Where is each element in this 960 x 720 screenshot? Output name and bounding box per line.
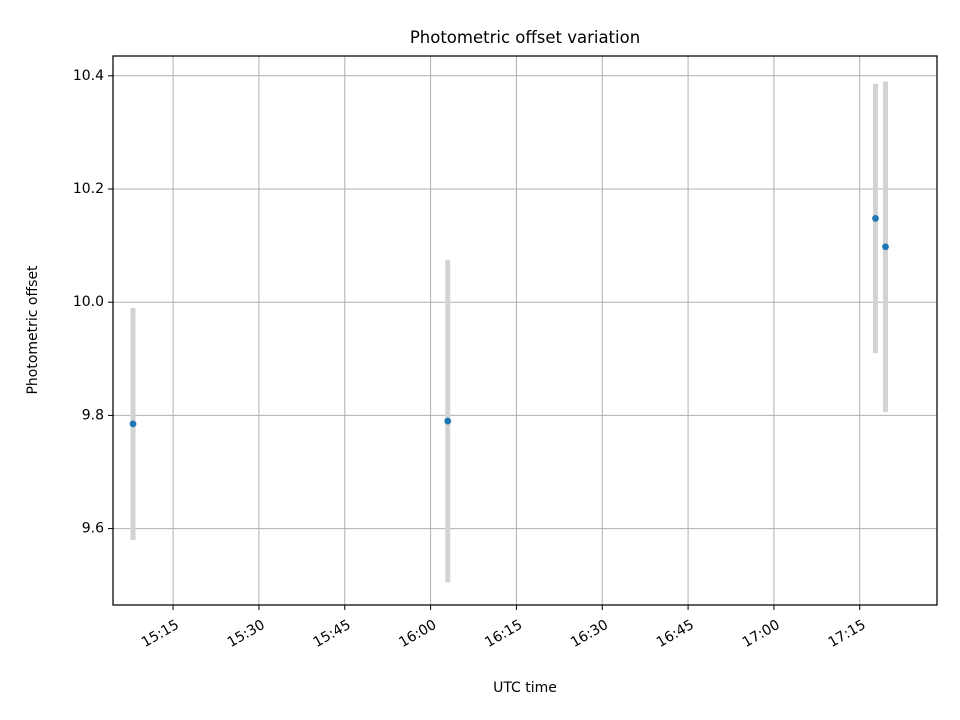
grid-layer	[113, 56, 937, 605]
data-point	[872, 215, 879, 222]
y-tick-label: 9.6	[82, 521, 104, 537]
y-tick-label: 9.8	[82, 407, 104, 423]
data-point	[444, 417, 452, 425]
y-axis-label: Photometric offset	[25, 265, 41, 395]
point-layer	[129, 215, 889, 428]
y-tick-label: 10.0	[73, 294, 104, 310]
y-tick-label: 10.4	[73, 68, 104, 84]
y-tick-label: 10.2	[73, 181, 104, 197]
data-point	[129, 420, 137, 428]
x-axis-label: UTC time	[493, 680, 557, 696]
axes-frame	[112, 55, 938, 606]
chart-title: Photometric offset variation	[410, 28, 640, 47]
data-point	[882, 243, 889, 251]
